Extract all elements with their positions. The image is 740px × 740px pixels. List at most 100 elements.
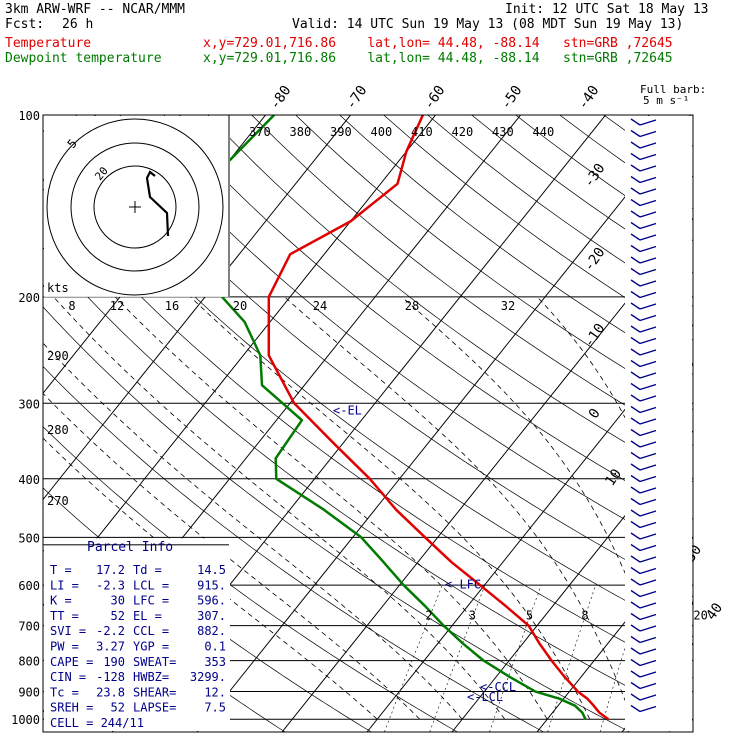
mixing-ratio-line (384, 585, 443, 732)
dry-adiabat (43, 365, 544, 732)
wind-barb (630, 336, 657, 345)
theta-label: 430 (492, 125, 514, 139)
pressure-label: 600 (18, 579, 40, 593)
valid-time: Valid: 14 UTC Sun 19 May 13 (08 MDT Sun … (292, 17, 684, 32)
pressure-label: 900 (18, 686, 40, 700)
moist-adiabat (284, 296, 633, 720)
wind-barb (630, 267, 657, 276)
moist-adiabat (190, 296, 591, 720)
parcel-info-key: EL = (133, 609, 162, 623)
parcel-info-key: Td = (133, 563, 162, 577)
wind-barb (630, 164, 657, 172)
isotherm-label: -70 (343, 83, 371, 113)
level-annotation: <-CCL (480, 680, 516, 694)
wind-barb (630, 244, 657, 253)
parcel-info-value: 3.27 (96, 640, 125, 654)
wind-barb (630, 589, 657, 598)
parcel-info-key: SHEAR= (133, 685, 176, 699)
parcel-info-key: CAPE = (50, 655, 93, 669)
parcel-info-key: LCL = (133, 578, 169, 592)
parcel-info-value: 52 (111, 701, 125, 715)
moist-adiabat (43, 437, 378, 720)
theta-label: 380 (290, 125, 312, 139)
hodo-speed-label: 24 (313, 299, 327, 313)
parcel-info-key: SREH = (50, 701, 93, 715)
parcel-info-value: 23.8 (96, 685, 125, 699)
parcel-info-panel (44, 538, 230, 731)
theta-label: 390 (330, 125, 352, 139)
wind-barb (630, 382, 657, 391)
wind-barb (630, 670, 657, 678)
dewpoint-trace (193, 115, 587, 720)
parcel-info-key: K = (50, 594, 72, 608)
wind-barb (630, 175, 657, 184)
wind-barb (630, 509, 657, 517)
dry-adiabat (295, 115, 693, 410)
dry-adiabat (691, 115, 693, 117)
isotherm-line (707, 115, 740, 732)
wind-barb (630, 152, 657, 161)
mixing-ratio-label: 20 (693, 609, 707, 623)
level-annotation: <-LFC (445, 577, 481, 591)
wind-barb (630, 440, 657, 448)
mixing-ratio-line (489, 585, 542, 732)
parcel-info-value: 3299. (190, 670, 226, 684)
wind-barb (630, 681, 657, 690)
mixing-ratio-label: 2 (425, 609, 432, 623)
hodo-ring-inner (93, 165, 177, 249)
wind-barb (630, 141, 657, 149)
dry-adiabat (43, 188, 693, 679)
wind-barb (630, 279, 657, 287)
isotherm-line (196, 115, 691, 732)
theta-side-label: 270 (47, 494, 69, 508)
isotherm-line (281, 217, 693, 732)
pressure-label: 400 (18, 473, 40, 487)
parcel-info-value: 190 (103, 655, 125, 669)
hodograph-trace (145, 170, 170, 237)
pressure-label: 500 (18, 531, 40, 545)
parcel-info-value: 0.1 (204, 640, 226, 654)
moist-adiabat (53, 296, 506, 720)
parcel-info-value: 30 (111, 594, 125, 608)
isotherm-label: 40 (703, 600, 726, 623)
wind-barb (630, 221, 657, 230)
isotherm-label: -30 (581, 161, 609, 191)
dry-adiabat (119, 115, 693, 558)
dry-adiabat (736, 115, 740, 732)
isotherm-label: -60 (421, 83, 449, 113)
parcel-info-key: HWBZ= (133, 670, 169, 684)
wind-barb (630, 624, 657, 632)
wind-barb (630, 520, 657, 529)
wind-barb (630, 187, 657, 195)
theta-label: 400 (371, 125, 393, 139)
hodo-speed-label: 12 (110, 299, 124, 313)
parcel-info-rule (43, 544, 229, 546)
parcel-info-key: LI = (50, 578, 79, 592)
parcel-info-title: Parcel Info (87, 540, 173, 555)
isotherm-line (451, 429, 693, 732)
init-time: Init: 12 UTC Sat 18 May 13 (505, 2, 709, 17)
parcel-info-key: PW = (50, 640, 79, 654)
parcel-info-key: YGP = (133, 640, 169, 654)
dry-adiabat (43, 306, 631, 732)
mixing-ratio-line (547, 585, 596, 732)
parcel-info-key: CIN = (50, 670, 86, 684)
parcel-info-value: 52 (111, 609, 125, 623)
theta-label: 410 (411, 125, 433, 139)
wind-barb (630, 302, 657, 310)
temperature-location: x,y=729.01,716.86 lat,lon= 44.48, -88.14… (203, 36, 673, 51)
wind-barb (630, 348, 657, 356)
parcel-info-key: TT = (50, 609, 79, 623)
wind-barb (630, 555, 657, 563)
hodo-speed-label: 32 (501, 299, 515, 313)
wind-barb (630, 118, 657, 126)
wind-barb (630, 497, 657, 506)
wind-barb (630, 532, 657, 540)
wind-barb (630, 474, 657, 483)
wind-barb (630, 635, 657, 644)
theta-label: 440 (533, 125, 555, 139)
parcel-info-value: 14.5 (197, 563, 226, 577)
wind-barb (630, 704, 657, 713)
dewpoint-location: x,y=729.01,716.86 lat,lon= 44.48, -88.14… (203, 51, 673, 66)
